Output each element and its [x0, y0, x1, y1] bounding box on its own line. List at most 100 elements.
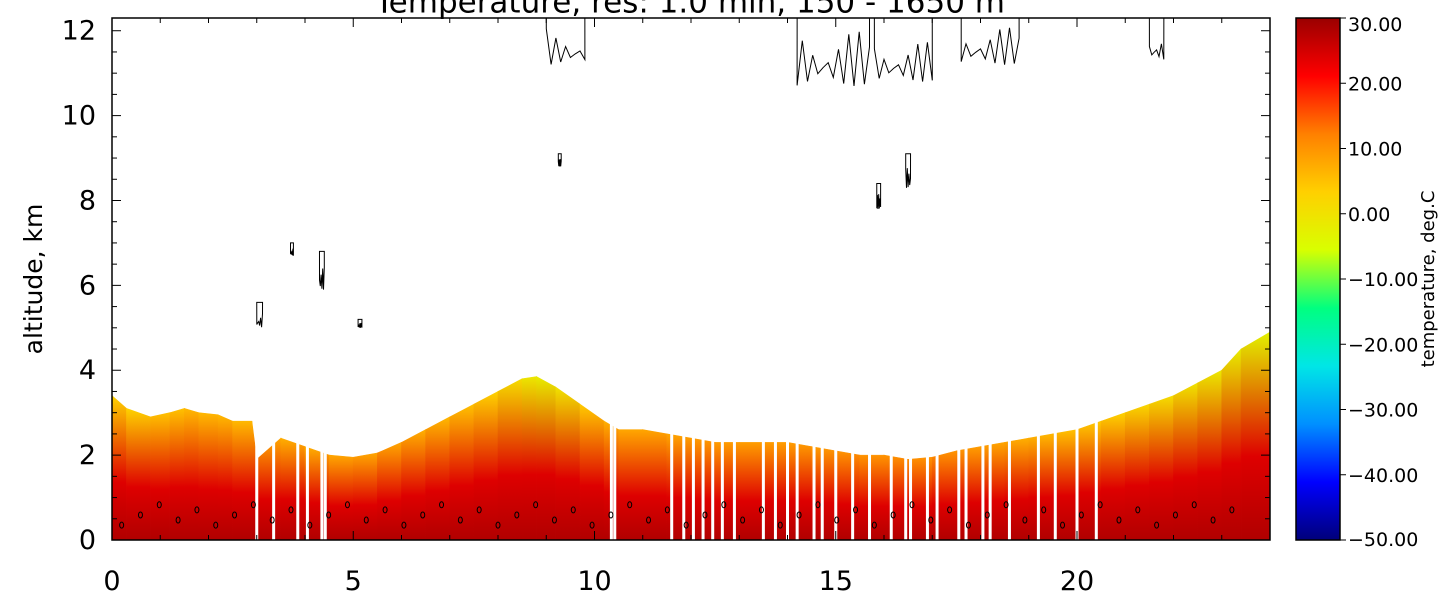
contour [514, 511, 520, 519]
contour [796, 511, 802, 519]
data-gaps [255, 18, 1098, 540]
data-gap [720, 18, 724, 540]
colorbar-tick-label: 30.00 [1348, 14, 1402, 36]
data-gap [925, 18, 929, 540]
contour [175, 516, 181, 524]
contour [382, 506, 388, 514]
heatmap-area [112, 331, 1270, 540]
y-axis: 0 2 4 6 8 10 12 [62, 16, 1270, 556]
contour [1229, 506, 1235, 514]
data-gap [935, 18, 939, 540]
contour [1135, 506, 1141, 514]
contour [344, 501, 350, 509]
data-gap [732, 18, 736, 540]
data-gap [957, 18, 961, 540]
contour [213, 521, 219, 529]
data-gap [761, 18, 765, 540]
x-tick-label: 5 [345, 566, 362, 596]
data-gap [820, 18, 824, 540]
data-gap [1007, 18, 1011, 540]
contour [194, 506, 200, 514]
data-gap [701, 18, 705, 540]
contour [1210, 516, 1216, 524]
colorbar-tick-label: −10.00 [1348, 269, 1418, 291]
colorbar-tick-label: −30.00 [1348, 400, 1418, 422]
heat-column [1240, 331, 1270, 540]
contour [288, 506, 294, 514]
contour [740, 516, 746, 524]
heat-column [1028, 433, 1054, 540]
data-gap [609, 18, 613, 540]
contour [1078, 511, 1084, 519]
data-gap [305, 18, 309, 540]
heat-column [377, 441, 402, 540]
contour [871, 521, 877, 529]
heat-column [1197, 369, 1223, 540]
contour [495, 521, 501, 529]
colorbar-label: temperature, deg.C [1418, 191, 1439, 368]
contour [664, 506, 670, 514]
heat-column [1124, 403, 1150, 540]
contour [457, 516, 463, 524]
heat-column [473, 390, 499, 540]
x-axis: 0 5 10 15 20 [103, 18, 1271, 596]
contour [947, 506, 953, 514]
contour [758, 506, 764, 514]
heat-column [555, 386, 581, 540]
contour [326, 511, 332, 519]
contour [965, 521, 971, 529]
contour [909, 501, 915, 509]
heat-column [198, 412, 219, 540]
contour [1172, 511, 1178, 519]
contour-lines [119, 18, 1235, 529]
colorbar [1295, 17, 1341, 541]
heat-column [787, 442, 812, 540]
contour [777, 521, 783, 529]
data-gap [904, 18, 908, 540]
contour [551, 516, 557, 524]
data-gap [323, 18, 327, 540]
data-gap [868, 18, 872, 540]
colorbar-tick-label: 0.00 [1348, 204, 1390, 226]
data-gap [691, 18, 695, 540]
data-gap [711, 18, 715, 540]
contour [156, 501, 162, 509]
data-gap [682, 18, 686, 540]
data-gap [834, 18, 838, 540]
heat-column [425, 416, 451, 540]
contour [289, 242, 294, 256]
contour [796, 18, 871, 86]
data-gap [1094, 18, 1098, 540]
data-gap [613, 18, 617, 540]
heat-column [579, 403, 605, 540]
colorbar-ticks: 30.00 20.00 10.00 0.00 −10.00 −20.00 −30.00 −40… [1340, 14, 1418, 551]
contour [876, 183, 882, 210]
data-gap [1036, 18, 1040, 540]
contour [589, 521, 595, 529]
data-gap [851, 18, 855, 540]
heat-column [401, 429, 426, 540]
colorbar-tick-label: −20.00 [1348, 334, 1418, 356]
y-tick-label: 10 [62, 101, 96, 132]
x-tick-label: 0 [103, 566, 120, 596]
data-gap [889, 18, 893, 540]
heat-column [738, 442, 764, 540]
data-gap [272, 18, 276, 540]
heat-column [150, 412, 171, 540]
contour [250, 501, 256, 509]
contour [928, 516, 934, 524]
data-gap [1075, 18, 1079, 540]
contour [683, 521, 689, 529]
data-gap [786, 18, 789, 540]
contour [232, 511, 238, 519]
contour [984, 511, 990, 519]
contour [960, 18, 1020, 65]
contour [853, 506, 859, 514]
contour [608, 511, 614, 519]
contour [318, 250, 325, 290]
contour [1022, 516, 1028, 524]
contour [646, 516, 652, 524]
contour [890, 511, 896, 519]
contour [627, 501, 633, 509]
y-tick-label: 2 [79, 440, 96, 471]
